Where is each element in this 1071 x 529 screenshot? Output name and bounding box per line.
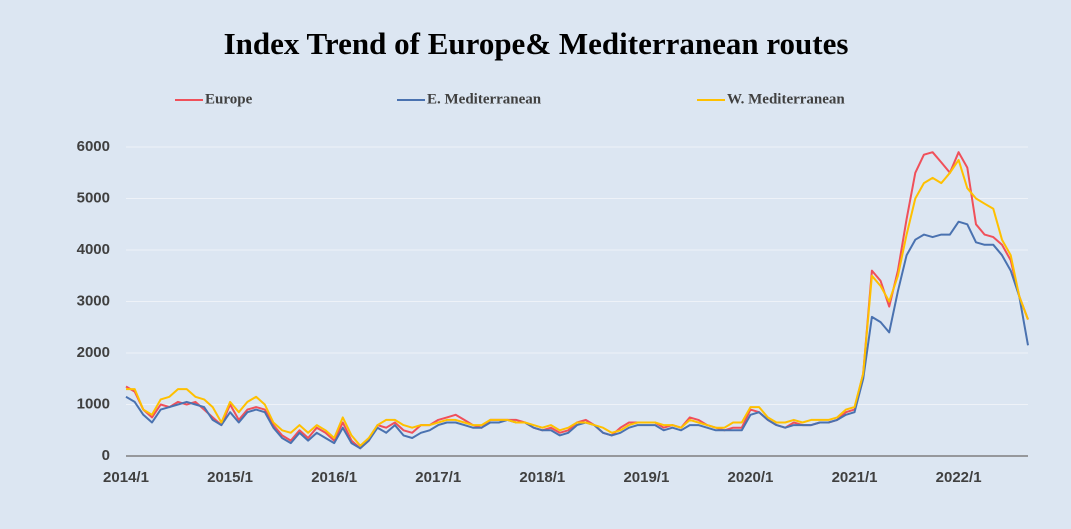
x-tick-label: 2019/1 bbox=[623, 469, 669, 486]
x-tick-label: 2016/1 bbox=[311, 469, 357, 486]
x-tick-label: 2017/1 bbox=[415, 469, 461, 486]
series-line bbox=[125, 151, 1029, 450]
y-tick-label: 2000 bbox=[77, 344, 110, 361]
x-tick-label: 2020/1 bbox=[728, 469, 774, 486]
x-tick-label: 2014/1 bbox=[103, 469, 149, 486]
x-tick-label: 2018/1 bbox=[519, 469, 565, 486]
chart-title: Index Trend of Europe& Mediterranean rou… bbox=[224, 26, 849, 61]
legend-label: E. Mediterranean bbox=[427, 91, 542, 107]
series-line bbox=[126, 158, 1029, 447]
y-tick-label: 3000 bbox=[77, 292, 110, 309]
legend-label: W. Mediterranean bbox=[727, 91, 845, 107]
legend-label: Europe bbox=[205, 91, 253, 107]
x-tick-label: 2021/1 bbox=[832, 469, 878, 486]
y-tick-label: 5000 bbox=[77, 189, 110, 206]
x-tick-label: 2022/1 bbox=[936, 469, 982, 486]
y-tick-label: 6000 bbox=[77, 138, 110, 155]
y-tick-label: 4000 bbox=[77, 241, 110, 258]
x-tick-label: 2015/1 bbox=[207, 469, 253, 486]
series-line bbox=[125, 220, 1029, 450]
y-tick-label: 0 bbox=[102, 447, 110, 464]
y-tick-label: 1000 bbox=[77, 395, 110, 412]
